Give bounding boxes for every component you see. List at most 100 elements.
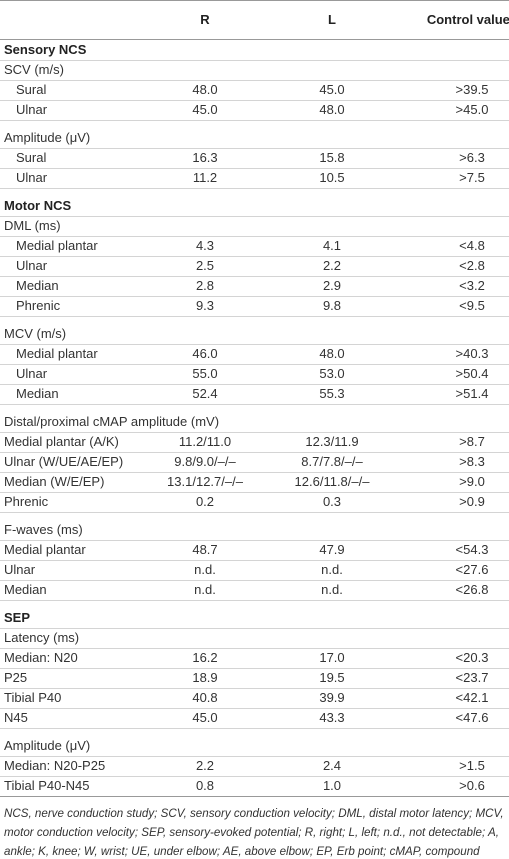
row-value: 53.0 xyxy=(319,366,345,381)
row-value: 55.3 xyxy=(319,386,345,401)
row-value: 0.8 xyxy=(195,778,215,793)
row-label: Ulnar xyxy=(16,170,48,185)
row-label: Tibial P40-N45 xyxy=(4,778,90,793)
row-value: 2.2 xyxy=(195,758,215,773)
row-value: 2.4 xyxy=(322,758,342,773)
row-rule xyxy=(0,276,509,277)
row-value: <3.2 xyxy=(459,278,485,293)
row-label: Medial plantar xyxy=(16,238,98,253)
row-value: 9.8/9.0/–/– xyxy=(174,454,236,469)
row-value: 10.5 xyxy=(319,170,345,185)
row-value: >7.5 xyxy=(459,170,485,185)
row-value: 2.8 xyxy=(195,278,215,293)
row-rule xyxy=(0,432,509,433)
row-label: Median xyxy=(16,278,59,293)
row-rule xyxy=(0,188,509,189)
column-header: R xyxy=(200,12,210,27)
row-label: Median xyxy=(4,582,47,597)
row-value: >0.6 xyxy=(459,778,485,793)
row-rule xyxy=(0,512,509,513)
row-value: 16.3 xyxy=(192,150,218,165)
row-label: Ulnar xyxy=(16,258,48,273)
row-value: >8.7 xyxy=(459,434,485,449)
row-rule xyxy=(0,316,509,317)
row-value: 2.9 xyxy=(322,278,342,293)
row-label: Sural xyxy=(16,150,47,165)
row-value: >39.5 xyxy=(455,82,489,97)
row-rule xyxy=(0,668,509,669)
row-label: Medial plantar xyxy=(4,542,86,557)
row-value: <42.1 xyxy=(455,690,489,705)
row-value: <26.8 xyxy=(455,582,489,597)
row-label: Median (W/E/EP) xyxy=(4,474,105,489)
row-value: 45.0 xyxy=(192,710,218,725)
top-rule xyxy=(0,0,509,1)
row-value: 43.3 xyxy=(319,710,345,725)
row-rule xyxy=(0,560,509,561)
row-rule xyxy=(0,344,509,345)
row-rule xyxy=(0,776,509,777)
row-value: 45.0 xyxy=(192,102,218,117)
row-rule xyxy=(0,120,509,121)
row-value: >50.4 xyxy=(455,366,489,381)
group-title: DML (ms) xyxy=(4,218,61,233)
row-value: 48.0 xyxy=(192,82,218,97)
row-rule xyxy=(0,648,509,649)
row-label: Sural xyxy=(16,82,47,97)
footnote: NCS, nerve conduction study; SCV, sensor… xyxy=(4,807,504,858)
row-value: 47.9 xyxy=(319,542,345,557)
row-value: n.d. xyxy=(321,582,343,597)
row-rule xyxy=(0,60,509,61)
row-rule xyxy=(0,384,509,385)
row-rule xyxy=(0,216,509,217)
row-label: Phrenic xyxy=(16,298,61,313)
row-value: 12.6/11.8/–/– xyxy=(294,474,370,489)
row-value: 0.3 xyxy=(322,494,342,509)
group-title: F-waves (ms) xyxy=(4,522,83,537)
group-title: Latency (ms) xyxy=(4,630,80,645)
row-value: <23.7 xyxy=(455,670,489,685)
row-value: >8.3 xyxy=(459,454,485,469)
row-value: 9.8 xyxy=(322,298,342,313)
row-rule xyxy=(0,80,509,81)
row-value: n.d. xyxy=(321,562,343,577)
row-label: P25 xyxy=(4,670,28,685)
row-value: n.d. xyxy=(194,582,216,597)
row-rule xyxy=(0,540,509,541)
row-value: 2.5 xyxy=(195,258,215,273)
row-value: >45.0 xyxy=(455,102,489,117)
row-value: 15.8 xyxy=(319,150,345,165)
row-rule xyxy=(0,148,509,149)
row-value: 48.7 xyxy=(192,542,218,557)
row-value: 52.4 xyxy=(192,386,218,401)
row-value: 16.2 xyxy=(192,650,218,665)
row-value: 48.0 xyxy=(319,346,345,361)
row-rule xyxy=(0,364,509,365)
row-value: 18.9 xyxy=(192,670,218,685)
row-rule xyxy=(0,296,509,297)
row-value: 17.0 xyxy=(319,650,345,665)
row-value: 13.1/12.7/–/– xyxy=(167,474,243,489)
column-header: Control values xyxy=(426,12,509,27)
row-rule xyxy=(0,708,509,709)
row-value: 0.2 xyxy=(195,494,215,509)
row-rule xyxy=(0,628,509,629)
row-value: 8.7/7.8/–/– xyxy=(301,454,363,469)
row-value: <4.8 xyxy=(459,238,485,253)
row-value: >40.3 xyxy=(455,346,489,361)
row-value: 2.2 xyxy=(322,258,342,273)
row-value: 9.3 xyxy=(195,298,215,313)
row-value: 1.0 xyxy=(322,778,342,793)
row-value: 4.3 xyxy=(195,238,215,253)
column-header: L xyxy=(328,12,336,27)
row-label: Median: N20-P25 xyxy=(4,758,106,773)
group-title: SCV (m/s) xyxy=(4,62,64,77)
row-value: 55.0 xyxy=(192,366,218,381)
row-label: Ulnar xyxy=(16,366,48,381)
row-value: >0.9 xyxy=(459,494,485,509)
row-label: Ulnar xyxy=(4,562,36,577)
row-value: 19.5 xyxy=(319,670,345,685)
row-rule xyxy=(0,492,509,493)
row-value: 11.2/11.0 xyxy=(178,434,232,449)
